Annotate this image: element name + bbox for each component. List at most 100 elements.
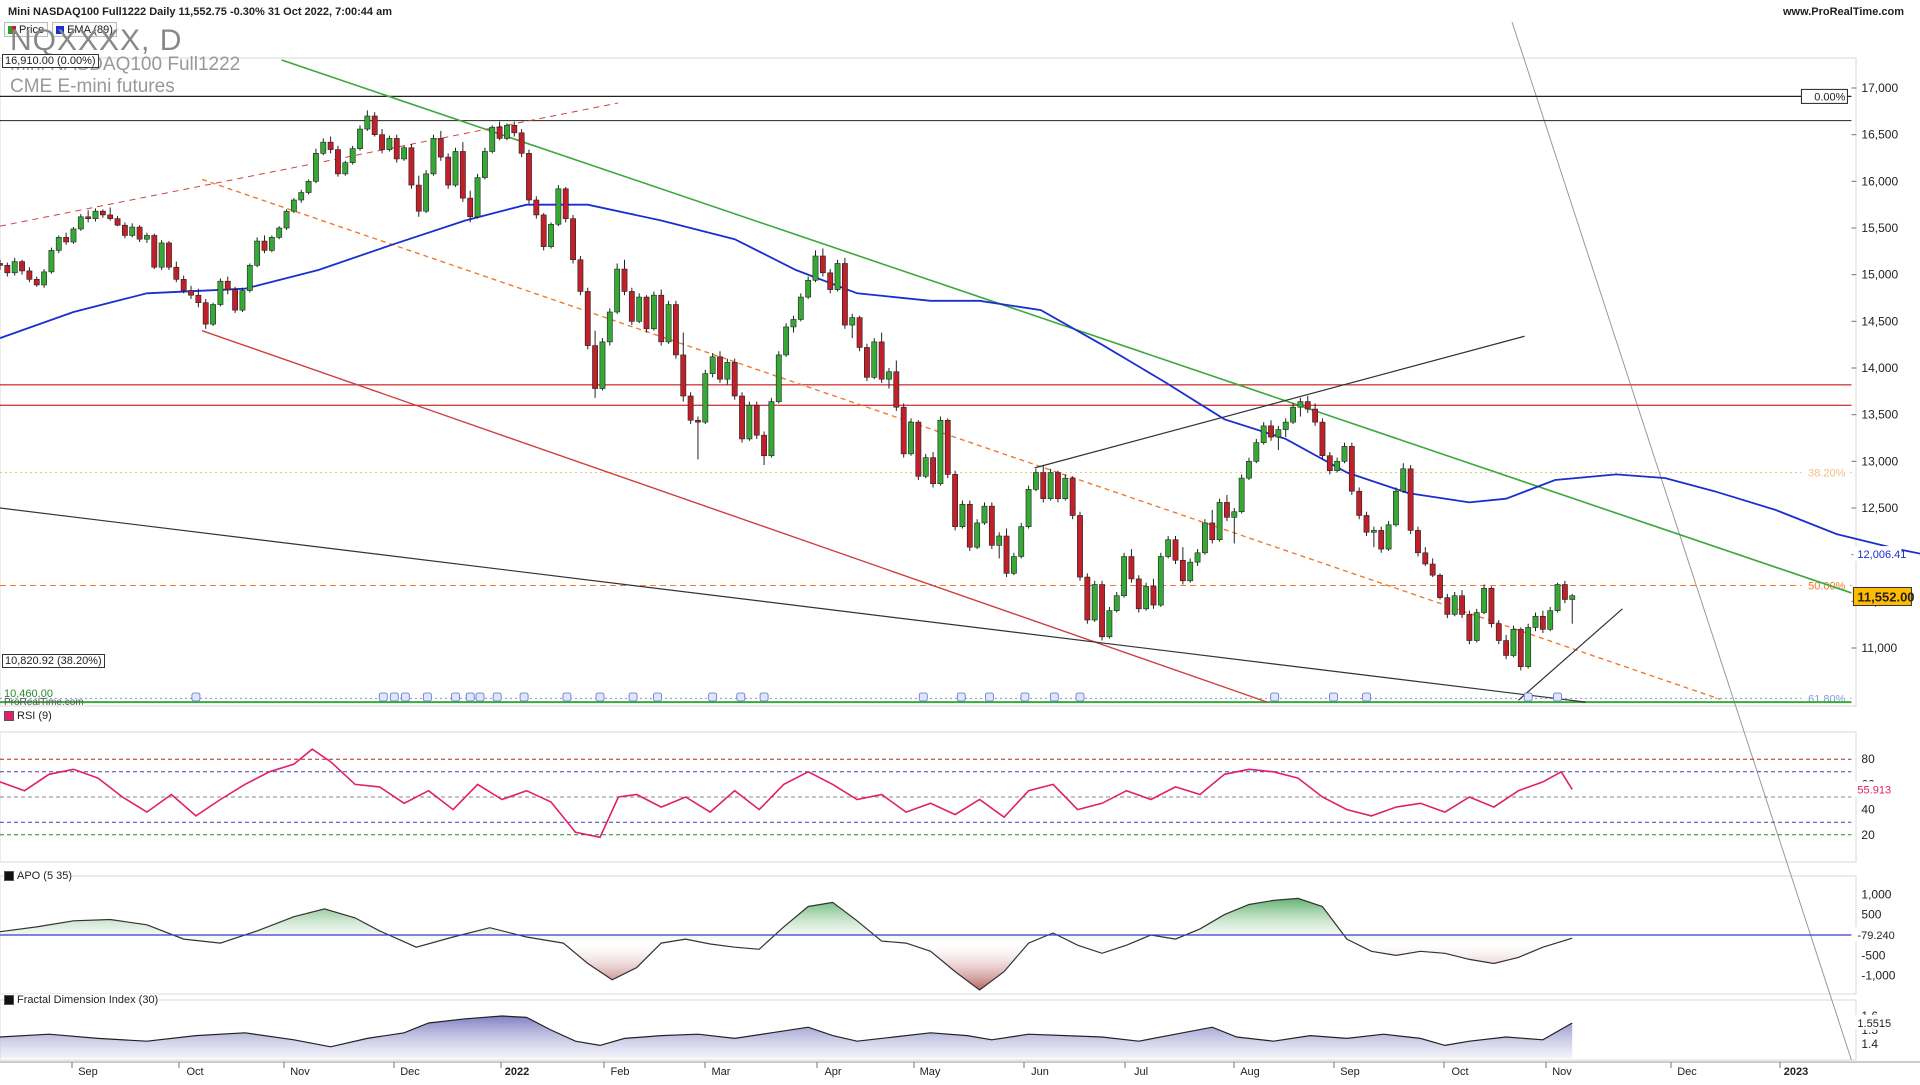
- candle-body: [1312, 408, 1319, 423]
- ema-value-label: 12,006.41: [1857, 549, 1906, 561]
- candle-body: [1040, 472, 1047, 499]
- candle-body: [643, 296, 650, 330]
- candle-body: [981, 505, 988, 524]
- event-marker-icon: [378, 692, 388, 702]
- mid-price-box: 10,820.92 (38.20%): [2, 654, 105, 668]
- rsi-swatch-icon: [4, 711, 14, 721]
- candle-body: [129, 226, 136, 236]
- fib-label-box: [1801, 578, 1848, 593]
- candle-body: [335, 149, 341, 175]
- fib-label: 50.00%: [1808, 580, 1846, 592]
- candle-body: [26, 270, 33, 280]
- x-tick-label: Dec: [1677, 1066, 1697, 1078]
- price-tick-label: 15,500: [1861, 221, 1898, 235]
- candle-body: [1326, 455, 1333, 471]
- candle-body: [1128, 556, 1135, 580]
- event-marker-icon: [918, 692, 928, 702]
- candle-body: [636, 296, 643, 322]
- orange-dashed-trend-line: [201, 178, 1721, 700]
- apo-tick-label: 1,000: [1861, 887, 1891, 901]
- x-tick-label: Oct: [186, 1066, 203, 1078]
- fdi-line: [0, 1015, 1573, 1048]
- candle-body: [878, 341, 885, 380]
- apo-panel-label[interactable]: APO (5 35): [4, 870, 73, 882]
- fdi-panel-label[interactable]: Fractal Dimension Index (30): [4, 994, 159, 1006]
- candle-body: [188, 290, 194, 296]
- apo-value-box: [1853, 927, 1902, 942]
- candle-body: [1216, 502, 1223, 541]
- candle-body: [1143, 586, 1150, 610]
- candle-body: [599, 341, 606, 389]
- candle-body: [210, 304, 216, 325]
- candle-body: [937, 419, 944, 485]
- event-marker-icon: [562, 692, 572, 702]
- event-marker-icon: [400, 692, 410, 702]
- rsi-value-label: 55.913: [1857, 784, 1891, 796]
- candle-body: [467, 197, 474, 218]
- candle-body: [283, 210, 290, 229]
- event-marker-icon: [465, 692, 475, 702]
- candle-body: [1473, 612, 1480, 641]
- last-price-label: 11,552.00: [1857, 589, 1914, 604]
- candle-body: [481, 151, 488, 178]
- candle-body: [739, 395, 745, 440]
- candle-body: [540, 214, 547, 247]
- candle-body: [1150, 586, 1157, 606]
- x-tick-label: Nov: [1552, 1066, 1572, 1078]
- event-marker-icon: [1362, 692, 1371, 702]
- candle-body: [775, 354, 782, 402]
- candle-body: [1554, 584, 1561, 611]
- candle-body: [1370, 530, 1377, 533]
- candle-body: [592, 345, 599, 389]
- candle-body: [1179, 559, 1186, 582]
- event-marker-icon: [1049, 692, 1059, 702]
- candle-body: [797, 296, 804, 320]
- candle-body: [1121, 556, 1127, 597]
- candle-body: [1275, 429, 1282, 438]
- candle-body: [1437, 574, 1443, 598]
- candle-body: [195, 294, 202, 303]
- candle-body: [584, 291, 591, 346]
- x-tick-label: Sep: [78, 1066, 98, 1078]
- candle-body: [1113, 595, 1120, 611]
- candle-body: [144, 235, 150, 240]
- x-tick-label: Aug: [1240, 1066, 1260, 1078]
- candle-body: [1194, 552, 1201, 563]
- price-panel-frame: [0, 57, 1857, 707]
- candle-body: [1062, 477, 1069, 499]
- candle-body: [1444, 597, 1451, 615]
- price-tick-label: 15,000: [1861, 268, 1898, 282]
- candle-body: [1209, 522, 1216, 541]
- candle-body: [1334, 461, 1341, 471]
- candle-body: [1539, 615, 1546, 630]
- candle-body: [570, 218, 576, 261]
- legend-item-ema[interactable]: EMA (89): [52, 22, 117, 37]
- candle-body: [1495, 623, 1502, 641]
- candle-body: [276, 227, 283, 238]
- candle-body: [1481, 587, 1487, 613]
- candle-body: [768, 401, 775, 457]
- candle-body: [437, 138, 444, 158]
- candle-body: [342, 162, 349, 175]
- candle-body: [268, 237, 275, 251]
- legend-item-price[interactable]: Price: [4, 22, 49, 37]
- candle-body: [1459, 595, 1465, 615]
- candle-body: [1091, 584, 1098, 621]
- rsi-panel-label[interactable]: RSI (9): [4, 710, 52, 722]
- candle-body: [92, 210, 99, 219]
- candle-body: [702, 373, 709, 423]
- candle-body: [11, 261, 18, 274]
- chart-header: Mini NASDAQ100 Full1222 Daily 11,552.75 …: [0, 0, 1920, 22]
- candle-body: [827, 272, 834, 290]
- candle-body: [944, 419, 951, 475]
- site-link[interactable]: www.ProRealTime.com: [1782, 6, 1904, 18]
- candle-body: [430, 138, 437, 175]
- candle-body: [856, 317, 863, 348]
- candle-body: [1224, 502, 1230, 518]
- candle-body: [63, 237, 70, 243]
- candle-body: [1451, 595, 1458, 615]
- event-marker-icon: [1020, 692, 1030, 702]
- top-price-box: 16,910.00 (0.00%): [2, 54, 99, 68]
- candle-body: [173, 266, 180, 280]
- candle-body: [151, 235, 158, 268]
